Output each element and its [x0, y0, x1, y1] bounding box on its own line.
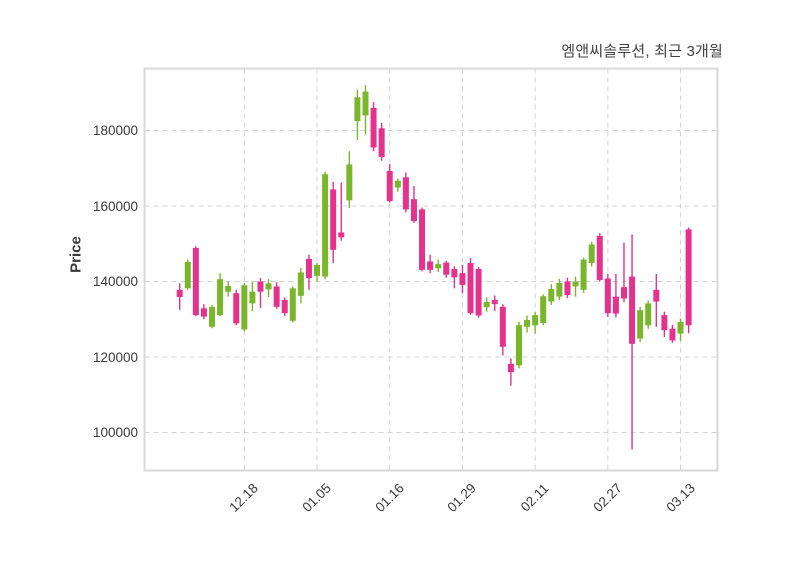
candle-body-up — [217, 279, 224, 316]
candle-body-up — [532, 315, 539, 326]
candle-body-down — [596, 235, 603, 280]
candle-body-up — [677, 321, 684, 334]
candle-body-up — [249, 291, 256, 304]
candle-body-down — [233, 293, 240, 324]
candle-body-up — [572, 281, 579, 287]
candle-body-up — [548, 289, 555, 302]
candle-body-down — [459, 273, 466, 285]
candle-body-up — [515, 325, 522, 366]
candle-body-down — [370, 107, 377, 148]
candle-body-down — [443, 262, 450, 275]
candle-body-up — [314, 264, 321, 276]
candle-body-up — [645, 303, 652, 326]
candle-body-down — [491, 299, 498, 305]
candle-body-down — [402, 177, 409, 210]
candle-body-down — [669, 328, 676, 341]
candle-body-down — [273, 286, 280, 307]
candle-body-down — [661, 315, 668, 331]
y-tick-label: 140000 — [92, 274, 138, 289]
candle-body-up — [209, 306, 216, 327]
candle-body-up — [588, 244, 595, 264]
candle-body-down — [475, 269, 482, 316]
candle-body-up — [265, 283, 272, 290]
candle-body-down — [685, 229, 692, 326]
candle-body-down — [330, 189, 337, 250]
candle-body-down — [419, 209, 426, 270]
candle-body-up — [362, 91, 369, 116]
candle-body-down — [176, 289, 183, 297]
candle-body-down — [257, 281, 264, 292]
candle-body-up — [483, 301, 490, 308]
candle-body-up — [524, 320, 531, 327]
candle-body-up — [241, 285, 248, 330]
y-tick-label: 100000 — [92, 425, 138, 440]
candle-body-down — [604, 278, 611, 314]
candle-body-up — [297, 272, 304, 296]
candle-body-up — [556, 283, 563, 297]
candle-body-up — [637, 310, 644, 339]
candle-body-down — [620, 287, 627, 299]
candle-body-up — [435, 264, 442, 269]
candle-body-down — [467, 263, 474, 314]
candle-body-up — [322, 174, 329, 277]
candle-body-up — [354, 97, 361, 122]
candle-body-down — [305, 258, 312, 279]
candle-body-up — [540, 296, 547, 324]
candle-body-down — [386, 170, 393, 202]
y-tick-label: 180000 — [92, 123, 138, 138]
y-tick-label: 120000 — [92, 349, 138, 365]
candle-body-down — [499, 306, 506, 347]
candle-body-up — [289, 288, 296, 321]
candle-body-down — [200, 308, 207, 317]
candle-body-down — [410, 199, 417, 222]
candle-body-down — [338, 232, 345, 238]
candle-body-down — [192, 247, 199, 316]
candle-body-down — [629, 276, 636, 344]
candle-body-down — [507, 363, 514, 373]
candle-body-down — [653, 289, 660, 302]
candle-body-up — [225, 286, 232, 292]
candle-body-down — [281, 299, 288, 314]
candle-body-down — [564, 281, 571, 296]
candle-body-up — [346, 164, 353, 201]
candle-body-down — [451, 269, 458, 278]
candle-body-up — [580, 259, 587, 290]
y-tick-label: 160000 — [92, 198, 138, 214]
candle-body-down — [427, 261, 434, 270]
candle-body-up — [184, 261, 191, 289]
candle-body-up — [394, 180, 401, 188]
plot-border — [143, 67, 719, 472]
candle-body-down — [612, 296, 619, 314]
chart-title: 엠앤씨솔루션, 최근 3개월 — [561, 43, 723, 60]
candle-body-down — [378, 128, 385, 157]
